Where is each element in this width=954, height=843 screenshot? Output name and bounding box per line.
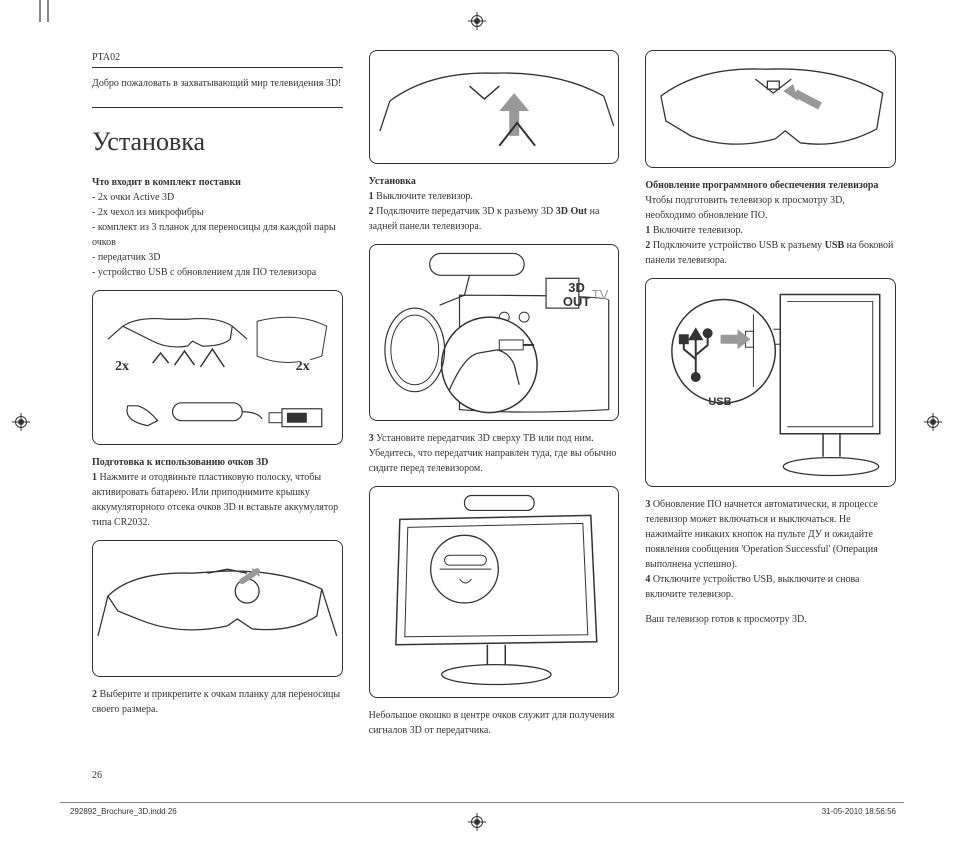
install-section: Установка 1 Выключите телевизор. 2 Подкл… (369, 174, 620, 234)
registration-mark-top (468, 12, 486, 30)
step-text: 2 Подключите передатчик 3D к разъему 3D … (369, 204, 620, 234)
figure-3d-out-port: 3DOUT TV (369, 244, 620, 421)
footer-divider (60, 802, 904, 803)
figure-tv-usb: USB (645, 278, 896, 487)
closing-text: Ваш телевизор готов к просмотру 3D. (645, 612, 896, 627)
list-item: - 2x чехол из микрофибры (92, 205, 343, 220)
intro-text: Добро пожаловать в захватывающий мир тел… (92, 76, 343, 91)
step-text: 1 Выключите телевизор. (369, 189, 620, 204)
list-item: - 2x очки Active 3D (92, 190, 343, 205)
manual-page: PTA02 Добро пожаловать в захватывающий м… (0, 0, 954, 843)
box-contents: Что входит в комплект поставки - 2x очки… (92, 175, 343, 280)
heading-installation: Установка (92, 107, 343, 161)
figure-glasses-receiver (645, 50, 896, 168)
step-text: 4 Отключите устройство USB, выключите и … (645, 572, 896, 602)
tv-label: TV (592, 285, 609, 305)
figure-box-contents: 2x 2x (92, 290, 343, 445)
step-text: 1 Включите телевизор. (645, 223, 896, 238)
prepare-title: Подготовка к использованию очков 3D (92, 455, 343, 470)
page-number: 26 (92, 768, 102, 783)
content-columns: PTA02 Добро пожаловать в захватывающий м… (92, 50, 896, 783)
footer-timestamp: 31-05-2010 18:56:56 (822, 806, 896, 818)
footer-filename: 292892_Brochure_3D.indd 26 (70, 806, 177, 818)
install-title: Установка (369, 174, 620, 189)
port-label-3d-out: 3DOUT (563, 281, 590, 310)
registration-mark-left (12, 413, 30, 431)
step-text: 3 Обновление ПО начнется автоматически, … (645, 497, 896, 572)
step-text: 1 Нажмите и отодвиньте пластиковую полос… (92, 470, 343, 530)
quantity-label: 2x (115, 356, 129, 377)
contents-title: Что входит в комплект поставки (92, 175, 343, 190)
update-title: Обновление программного обеспечения теле… (645, 178, 896, 193)
receiver-note: Небольшое окошко в центре очков служит д… (369, 708, 620, 738)
prepare-section: Подготовка к использованию очков 3D 1 На… (92, 455, 343, 530)
model-number: PTA02 (92, 50, 343, 68)
list-item: - комплект из 3 планок для переносицы дл… (92, 220, 343, 250)
figure-glasses-nose (369, 50, 620, 164)
quantity-label: 2x (296, 356, 310, 377)
registration-mark-right (924, 413, 942, 431)
step-text: 2 Выберите и прикрепите к очкам планку д… (92, 687, 343, 717)
figure-glasses-battery (92, 540, 343, 677)
usb-label: USB (708, 394, 731, 411)
software-update-section: Обновление программного обеспечения теле… (645, 178, 896, 268)
step-text: 2 Подключите устройство USB к разъему US… (645, 238, 896, 268)
list-item: - передатчик 3D (92, 250, 343, 265)
list-item: - устройство USB с обновлением для ПО те… (92, 265, 343, 280)
registration-mark-bottom (468, 813, 486, 831)
crop-mark-tl (36, 0, 54, 28)
update-intro: Чтобы подготовить телевизор к просмотру … (645, 193, 896, 223)
figure-tv-transmitter (369, 486, 620, 698)
step-text: 3 Установите передатчик 3D сверху ТВ или… (369, 431, 620, 476)
